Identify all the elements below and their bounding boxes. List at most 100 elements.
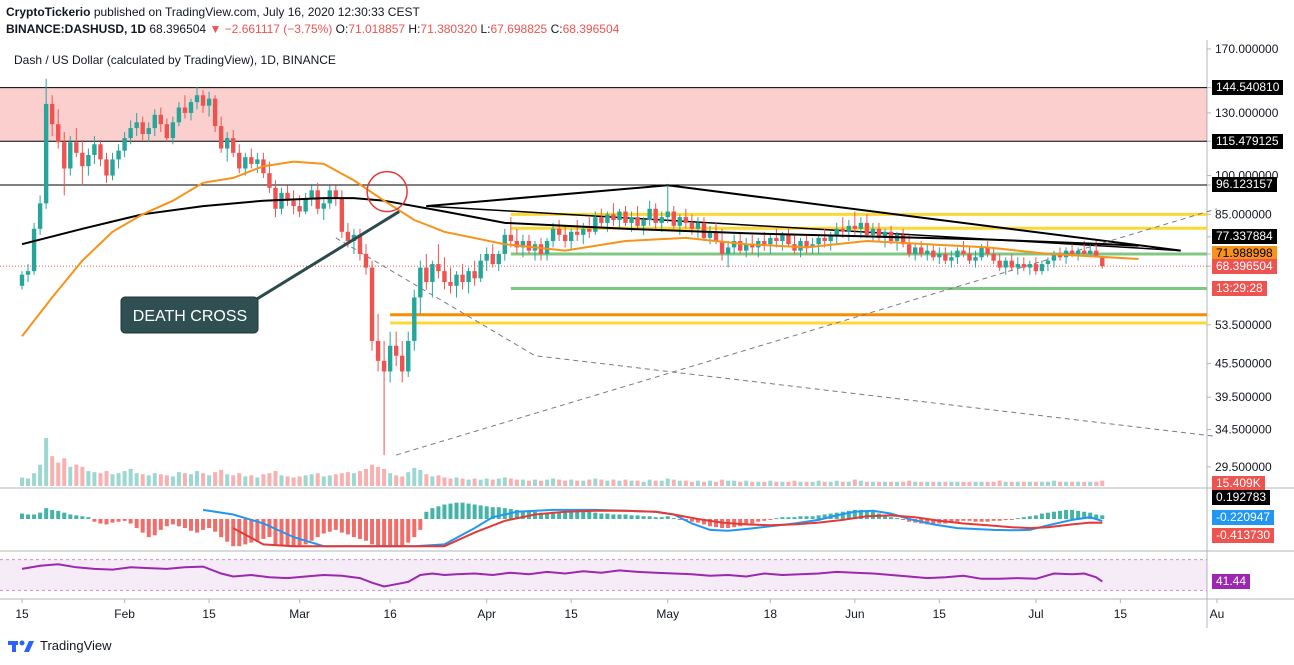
candle-body: [249, 157, 254, 164]
candle-body: [164, 124, 170, 139]
signal-line: [232, 509, 1103, 548]
price-tick-label: 85.000000: [1215, 207, 1272, 221]
time-tick-label: Mar: [289, 607, 310, 621]
candle-body: [158, 114, 164, 125]
volume-bar: [351, 473, 356, 486]
volume-bar: [86, 471, 91, 486]
volume-bar: [297, 476, 302, 486]
macd-histogram-bar: [442, 504, 447, 519]
macd-histogram-bar: [635, 515, 640, 519]
volume-bar: [176, 472, 181, 486]
annotation: DEATH CROSS: [120, 170, 408, 334]
price-tick-label: 53.500000: [1215, 318, 1272, 332]
publisher-name[interactable]: CryptoTickerio: [6, 5, 91, 19]
volume-bar: [1045, 481, 1050, 486]
macd-histogram-bar: [575, 510, 580, 519]
candle-body: [985, 247, 990, 254]
volume-bar: [828, 481, 833, 486]
candle-body: [1033, 264, 1039, 272]
macd-axis-label: 0.192783: [1212, 489, 1271, 505]
volume-bar: [689, 481, 694, 486]
volume-bar: [810, 481, 815, 486]
candle-body: [852, 225, 858, 229]
volume-bar: [762, 481, 767, 486]
candle-body: [345, 231, 351, 242]
candle-body: [520, 241, 526, 248]
footer-brand[interactable]: TradingView: [8, 638, 112, 653]
volume-bar: [285, 476, 290, 486]
volume-bar: [858, 480, 863, 486]
volume-bar: [472, 478, 477, 486]
macd-histogram-bar: [985, 519, 990, 522]
macd-histogram-bar: [86, 517, 91, 519]
volume-bar: [1070, 481, 1075, 486]
candle-body: [508, 234, 514, 242]
volume-bar: [436, 475, 441, 486]
candle-body: [303, 198, 308, 212]
volume-bar: [931, 481, 936, 486]
candle-body: [665, 211, 670, 218]
macd-histogram-bar: [357, 519, 362, 539]
volume-bar: [219, 470, 224, 486]
candle-body: [1057, 253, 1063, 258]
macd-histogram-bar: [327, 519, 332, 532]
macd-histogram-bar: [478, 505, 483, 519]
macd-histogram-bar: [56, 510, 61, 519]
candle-body: [750, 244, 755, 248]
volume-bar: [267, 473, 272, 486]
volume-bar: [756, 481, 761, 486]
macd-histogram-bar: [152, 519, 157, 536]
candle-body: [387, 345, 393, 372]
volume-bar: [635, 480, 640, 486]
macd-histogram-bar: [852, 509, 857, 519]
candle-body: [224, 138, 230, 149]
candle-body: [98, 144, 103, 160]
time-tick-label: 15: [15, 607, 29, 621]
volume-bar: [56, 462, 61, 486]
moving-averages: [21, 160, 1139, 337]
price-tick-label: 170.000000: [1215, 42, 1279, 56]
volume-bar: [629, 480, 634, 486]
volume-bar: [1051, 480, 1056, 486]
candle-body: [786, 234, 791, 245]
volume-bar: [50, 456, 55, 486]
macd-histogram-bar: [484, 506, 489, 519]
volume-bar: [816, 480, 821, 486]
candle-body: [412, 297, 417, 341]
candle-body: [864, 222, 870, 235]
macd-histogram-bar: [448, 503, 453, 519]
volume-bar: [68, 466, 73, 486]
volume-bar: [327, 475, 332, 486]
macd-histogram-bar: [991, 519, 996, 521]
volume-bar: [490, 479, 495, 486]
candle-body: [92, 144, 97, 155]
candle-body: [134, 122, 139, 129]
volume-bar: [1015, 481, 1020, 486]
macd-histogram-bar: [1094, 514, 1099, 519]
symbol-label[interactable]: BINANCE:DASHUSD, 1D: [6, 22, 147, 36]
candle-body: [484, 253, 489, 261]
volume-bar: [146, 475, 151, 486]
volume-bar: [291, 477, 296, 486]
volume-bar: [170, 476, 175, 486]
macd-histogram-bar: [599, 513, 604, 519]
macd-histogram-bar: [605, 513, 610, 519]
macd-histogram-bar: [26, 514, 31, 519]
macd-histogram-bar: [641, 516, 646, 519]
published-text: published on TradingView.com, July 16, 2…: [93, 5, 420, 19]
macd-histogram-bar: [792, 517, 797, 519]
candle-body: [822, 237, 827, 242]
candle-body: [1081, 250, 1087, 254]
macd-histogram-bar: [665, 516, 670, 519]
macd-histogram-bar: [140, 519, 145, 533]
candle-body: [689, 222, 695, 229]
volume-bar: [707, 480, 712, 486]
macd-histogram-bar: [979, 519, 984, 522]
volume-bar: [1027, 481, 1032, 486]
volume-bar: [695, 480, 700, 486]
macd-axis-label: -0.413730: [1212, 527, 1275, 543]
candle-body: [478, 260, 483, 279]
candle-body: [544, 241, 550, 254]
macd-histogram-bar: [62, 512, 67, 519]
